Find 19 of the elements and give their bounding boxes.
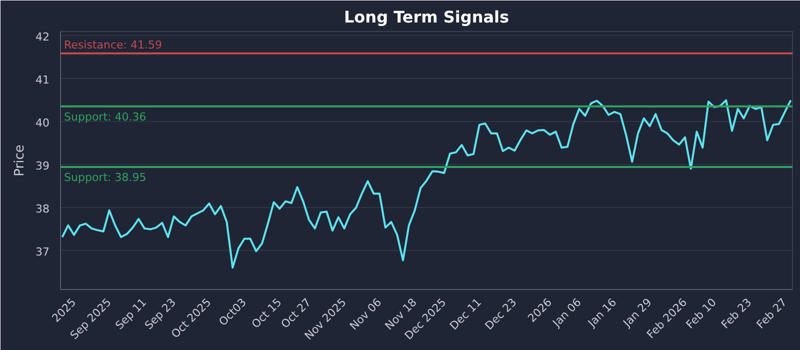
y-tick-label: 42: [36, 30, 50, 44]
ref-line-label: Support: 40.36: [64, 110, 146, 124]
y-tick-label: 40: [36, 116, 50, 130]
x-tick-label: Feb 23: [718, 296, 754, 332]
line-series: [61, 99, 792, 269]
ref-line-label: Resistance: 41.59: [64, 38, 162, 52]
ref-line-label: Support: 38.95: [64, 170, 146, 184]
y-tick-label: 39: [36, 159, 50, 172]
x-tick-label: Feb 27: [754, 296, 790, 332]
x-tick-label: Jan 06: [550, 296, 584, 330]
y-tick-label: 41: [36, 73, 50, 86]
y-axis-title: Price: [12, 144, 28, 176]
x-tick-label: Jan 16: [584, 296, 620, 330]
x-tick-label: Nov 06: [347, 296, 384, 333]
x-tick-label: Dec 23: [482, 296, 520, 333]
x-tick-label: Dec 11: [447, 296, 484, 333]
chart-title: Long Term Signals: [344, 8, 510, 26]
y-tick-label: 37: [36, 245, 50, 258]
y-tick-label: 38: [36, 202, 50, 216]
